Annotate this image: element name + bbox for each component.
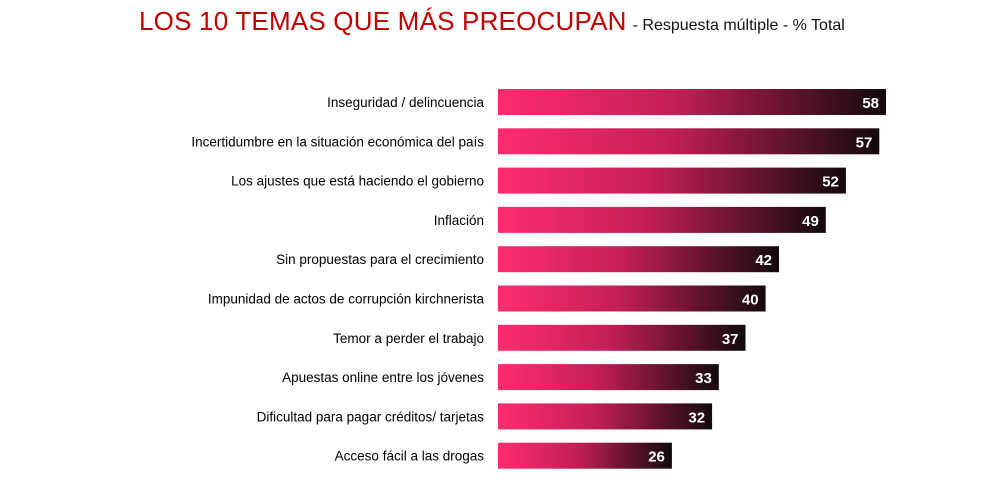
chart-title-row: LOS 10 TEMAS QUE MÁS PREOCUPAN - Respuest… <box>139 6 845 37</box>
value-label: 40 <box>742 292 759 309</box>
category-label: Inseguridad / delincuencia <box>327 95 484 110</box>
value-label: 57 <box>856 134 873 151</box>
category-label: Inflación <box>434 213 484 228</box>
bar <box>498 246 779 273</box>
bars-group: Inseguridad / delincuencia 58 Incertidumbr… <box>191 89 886 469</box>
bar <box>498 403 713 430</box>
value-label: 26 <box>648 449 665 466</box>
category-label: Incertidumbre en la situación económica … <box>191 134 484 149</box>
bar <box>498 324 746 351</box>
value-label: 58 <box>862 95 879 112</box>
category-label: Temor a perder el trabajo <box>333 331 484 346</box>
bar <box>498 128 880 155</box>
bar <box>498 89 886 115</box>
value-label: 37 <box>722 331 739 348</box>
value-label: 49 <box>802 213 819 230</box>
bar <box>498 206 826 233</box>
category-label: Acceso fácil a las drogas <box>335 449 485 464</box>
value-label: 52 <box>822 174 839 191</box>
value-label: 42 <box>755 252 772 269</box>
bar <box>498 285 766 312</box>
value-label: 32 <box>688 409 705 426</box>
category-label: Dificultad para pagar créditos/ tarjetas <box>257 409 485 424</box>
category-label: Impunidad de actos de corrupción kirchne… <box>208 292 485 307</box>
chart-subtitle: - Respuesta múltiple - % Total <box>632 17 845 34</box>
category-label: Sin propuestas para el crecimiento <box>276 252 484 267</box>
value-label: 33 <box>695 370 712 387</box>
bar <box>498 167 846 194</box>
bar <box>498 364 719 391</box>
category-label: Los ajustes que está haciendo el gobiern… <box>231 174 484 189</box>
bar <box>498 442 672 469</box>
category-label: Apuestas online entre los jóvenes <box>282 370 484 385</box>
chart-title: LOS 10 TEMAS QUE MÁS PREOCUPAN <box>139 6 627 36</box>
